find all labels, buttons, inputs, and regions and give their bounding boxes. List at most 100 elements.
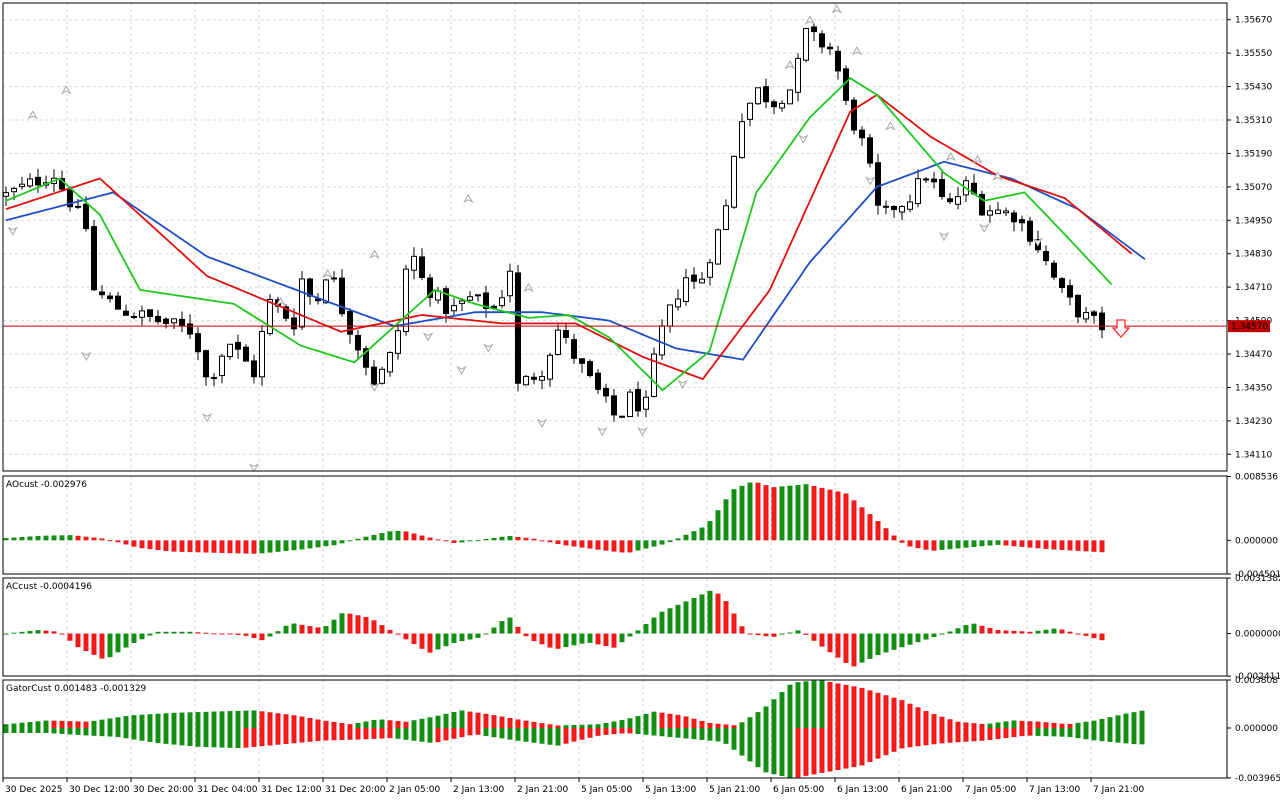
ao-histogram-bar bbox=[547, 540, 553, 543]
candle bbox=[1027, 216, 1033, 246]
fractal-up-icon bbox=[27, 110, 39, 120]
candle bbox=[27, 173, 33, 189]
gator-upper-bar bbox=[707, 723, 713, 728]
bear-candle bbox=[771, 101, 777, 108]
x-tick-label: 31 Dec 12:00 bbox=[261, 785, 322, 795]
gator-lower-bar bbox=[547, 727, 553, 745]
ac-histogram-bar bbox=[851, 633, 857, 667]
bull-candle bbox=[955, 196, 961, 205]
gator-lower-bar bbox=[475, 727, 481, 735]
gator-lower-bar bbox=[75, 727, 81, 735]
ac-histogram-bar bbox=[867, 633, 873, 659]
candle bbox=[1051, 260, 1057, 281]
y-tick-label: 1.35550 bbox=[1235, 49, 1272, 59]
fractal-down-icon bbox=[81, 351, 92, 362]
candle bbox=[339, 269, 345, 317]
ao-histogram-bar bbox=[515, 536, 521, 541]
gator-upper-bar bbox=[483, 713, 489, 728]
gator-upper-bar bbox=[899, 700, 905, 728]
ac-histogram-bar bbox=[355, 615, 361, 634]
bear-candle bbox=[371, 366, 377, 385]
ao-histogram-bar bbox=[147, 540, 153, 550]
gator-upper-bar bbox=[979, 723, 985, 728]
ao-histogram-bar bbox=[243, 540, 249, 554]
ac-histogram-bar bbox=[251, 633, 257, 638]
candle bbox=[523, 374, 529, 386]
bear-candle bbox=[1051, 262, 1057, 278]
bear-candle bbox=[1075, 294, 1081, 318]
y-tick-label: 1.34830 bbox=[1235, 250, 1272, 260]
gator-lower-bar bbox=[227, 727, 233, 748]
ac-histogram-bar bbox=[659, 611, 665, 634]
ao-histogram-bar bbox=[955, 540, 961, 549]
ac-histogram-bar bbox=[987, 627, 993, 634]
bear-candle bbox=[875, 162, 881, 206]
bull-candle bbox=[627, 391, 633, 418]
gator-lower-bar bbox=[483, 727, 489, 736]
ac-histogram-bar bbox=[179, 631, 185, 634]
ac-histogram-bar bbox=[339, 613, 345, 634]
gator-lower-bar bbox=[835, 727, 841, 771]
gator-upper-bar bbox=[299, 716, 305, 728]
ao-histogram-bar bbox=[291, 540, 297, 551]
ao-histogram-bar bbox=[1067, 540, 1073, 551]
candle bbox=[779, 100, 785, 112]
ac-histogram-bar bbox=[731, 613, 737, 634]
x-tick-label: 5 Jan 05:00 bbox=[581, 785, 633, 795]
gator-upper-bar bbox=[203, 711, 209, 728]
candle bbox=[227, 343, 233, 360]
ac-histogram-bar bbox=[1091, 633, 1097, 639]
bull-candle bbox=[707, 262, 713, 278]
gator-lower-bar bbox=[91, 727, 97, 736]
bull-candle bbox=[523, 375, 529, 386]
ac-histogram-bar bbox=[587, 633, 593, 643]
bear-candle bbox=[635, 388, 641, 412]
gator-lower-bar bbox=[1059, 727, 1065, 737]
bear-candle bbox=[163, 318, 169, 324]
candle bbox=[771, 99, 777, 115]
ac-histogram-bar bbox=[859, 633, 865, 663]
gator-upper-bar bbox=[547, 724, 553, 728]
ao-histogram-bar bbox=[331, 540, 337, 546]
gator-lower-bar bbox=[371, 727, 377, 739]
ao-histogram-bar bbox=[755, 482, 761, 541]
ao-histogram-bar bbox=[451, 540, 457, 543]
ac-histogram-bar bbox=[243, 633, 249, 636]
ac-histogram-bar bbox=[899, 633, 905, 648]
bull-candle bbox=[1083, 312, 1089, 320]
ac-histogram-bar bbox=[955, 628, 961, 634]
ac-histogram-bar bbox=[19, 631, 25, 634]
ac-histogram-bar bbox=[1051, 628, 1057, 634]
gator-upper-bar bbox=[259, 711, 265, 728]
gator-lower-bar bbox=[59, 727, 65, 734]
fractal-up-icon bbox=[831, 4, 843, 14]
gator-upper-bar bbox=[619, 720, 625, 728]
ac-histogram-bar bbox=[195, 632, 201, 634]
gator-upper-bar bbox=[363, 721, 369, 728]
bear-candle bbox=[531, 376, 537, 380]
candle bbox=[1043, 245, 1049, 266]
ao-histogram-bar bbox=[1091, 540, 1097, 552]
candle bbox=[499, 289, 505, 309]
x-tick-label: 31 Dec 04:00 bbox=[197, 785, 258, 795]
y-tick-label: 1.34950 bbox=[1235, 216, 1272, 226]
candle bbox=[99, 285, 105, 299]
ao-histogram-bar bbox=[59, 535, 65, 541]
gator-upper-bar bbox=[1019, 720, 1025, 728]
y-tick-label: 1.34350 bbox=[1235, 383, 1272, 393]
ac-histogram-bar bbox=[1075, 633, 1081, 635]
ao-histogram-bar bbox=[419, 535, 425, 541]
ao-histogram-bar bbox=[539, 540, 545, 542]
gator-upper-bar bbox=[963, 722, 969, 728]
ao-histogram-bar bbox=[979, 540, 985, 547]
ao-histogram-bar bbox=[819, 487, 825, 541]
candle bbox=[787, 89, 793, 105]
ac-histogram-bar bbox=[1059, 629, 1065, 634]
gator-lower-bar bbox=[699, 727, 705, 740]
fractal-up-icon bbox=[275, 296, 286, 307]
bull-candle bbox=[667, 304, 673, 327]
gator-upper-bar bbox=[595, 724, 601, 728]
gator-upper-bar bbox=[139, 714, 145, 728]
candle bbox=[451, 297, 457, 316]
